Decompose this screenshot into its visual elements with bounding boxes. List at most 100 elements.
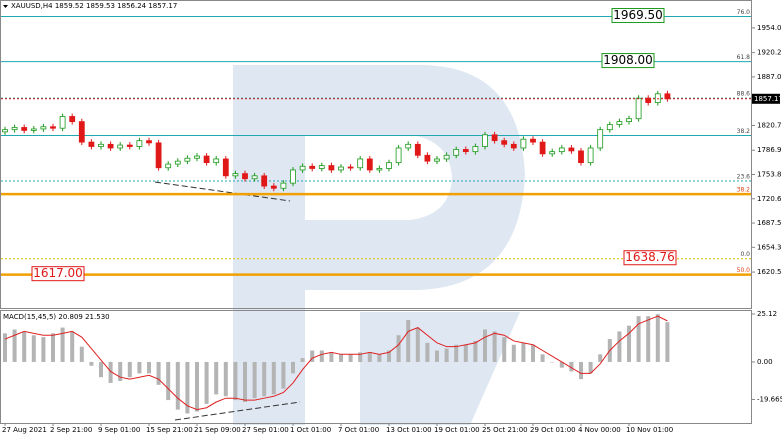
fib-label: 61.8 (737, 54, 751, 61)
y-tick-label: 1687.50 (757, 219, 782, 227)
menu-arrow (3, 5, 8, 8)
x-tick-label: 1 Oct 01:00 (290, 426, 331, 434)
candle-body (21, 127, 28, 131)
macd-bar (531, 344, 535, 362)
macd-bar (617, 331, 622, 362)
macd-bar (655, 314, 660, 362)
candle-body (376, 168, 383, 171)
candle-body (309, 165, 316, 169)
candle-body (78, 121, 85, 143)
candle-body (2, 129, 8, 133)
candle-body (146, 140, 152, 144)
y-tick-label: 1786.95 (757, 146, 782, 154)
candle-body (30, 128, 37, 131)
last-price-label: 1857.17 (754, 95, 782, 103)
x-tick-label: 10 Nov 01:00 (626, 426, 673, 434)
last-price-box (752, 93, 780, 104)
candle-body (174, 160, 181, 165)
candle-body (338, 166, 344, 171)
macd-title: MACD(15,45,5) 20.809 21.530 (3, 313, 110, 321)
macd-bar (156, 361, 161, 385)
candle-body (443, 154, 450, 160)
price-callout: 1969.50 (613, 8, 663, 22)
macd-bar (51, 333, 55, 362)
candle-body (626, 118, 632, 123)
macd-bar (185, 361, 190, 414)
y-tick-label: 1920.20 (757, 49, 782, 57)
candle-body (50, 126, 56, 129)
candle-body (11, 127, 18, 131)
candle-body (184, 157, 191, 162)
macd-bar (281, 361, 286, 389)
price-callout: 1617.00 (33, 266, 83, 280)
candle-body (491, 134, 498, 142)
macd-bar (22, 331, 27, 362)
candle-body (232, 173, 239, 177)
macd-bar (636, 316, 641, 362)
candle-body (98, 143, 104, 147)
candle-body (328, 165, 335, 171)
fib-label: 38.2 (737, 128, 751, 135)
macd-bar (627, 325, 631, 362)
macd-bar (521, 342, 526, 362)
candle-body (424, 154, 431, 162)
x-tick-label: 9 Sep 01:00 (98, 426, 140, 434)
y-tick-label: 25.12 (757, 310, 777, 318)
macd-bar (415, 327, 420, 362)
candle-body (318, 165, 325, 169)
y-tick-label: 1887.05 (757, 73, 782, 81)
macd-bar (12, 329, 17, 362)
candle-body (69, 116, 76, 123)
candle-body (366, 158, 373, 171)
candle-body (539, 141, 546, 155)
macd-bar (243, 361, 247, 403)
candle-body (126, 144, 133, 147)
macd-bar (300, 358, 305, 362)
candle-body (222, 158, 229, 177)
x-tick-label: 4 Nov 00:00 (578, 426, 621, 434)
macd-bar (204, 361, 209, 404)
macd-bar (252, 361, 257, 399)
candle-body (155, 142, 162, 169)
fib-label: 76.0 (737, 9, 751, 16)
macd-bar (598, 354, 603, 362)
fib-label: 0.0 (740, 251, 750, 258)
macd-bar (492, 331, 497, 362)
macd-bar (367, 352, 372, 362)
macd-bar (60, 327, 65, 362)
y-tick-label: 0.00 (757, 358, 773, 366)
macd-bar (348, 354, 353, 362)
macd-bar (291, 361, 295, 374)
candle-body (290, 169, 296, 184)
candle-body (280, 182, 287, 189)
macd-bar (99, 361, 103, 378)
candle-body (165, 163, 172, 169)
candle-body (434, 158, 440, 162)
candle-body (194, 155, 200, 159)
macd-bar (319, 350, 324, 362)
macd-bar (579, 361, 583, 380)
macd-bar (559, 361, 564, 368)
macd-bar (646, 316, 651, 362)
fib-label: 50.0 (737, 267, 751, 274)
candle-body (357, 158, 364, 169)
candle-body (453, 149, 460, 156)
macd-bar (665, 322, 670, 362)
macd-bar (502, 337, 507, 362)
macd-bar (118, 361, 123, 382)
macd-bar (214, 361, 219, 395)
x-tick-label: 27 Sep 01:00 (242, 426, 289, 434)
candle-body (386, 162, 392, 169)
price-callout: 1638.76 (625, 250, 675, 264)
price-callout: 1908.00 (603, 53, 653, 67)
candle-body (88, 141, 95, 147)
macd-bar (511, 344, 516, 362)
macd-bar (31, 335, 36, 362)
macd-bar (377, 354, 382, 362)
x-tick-label: 25 Oct 21:00 (482, 426, 528, 434)
macd-bar (3, 333, 7, 362)
candle-body (482, 134, 488, 147)
macd-bar (310, 350, 315, 362)
candle-body (395, 147, 402, 164)
macd-bar (271, 361, 276, 395)
